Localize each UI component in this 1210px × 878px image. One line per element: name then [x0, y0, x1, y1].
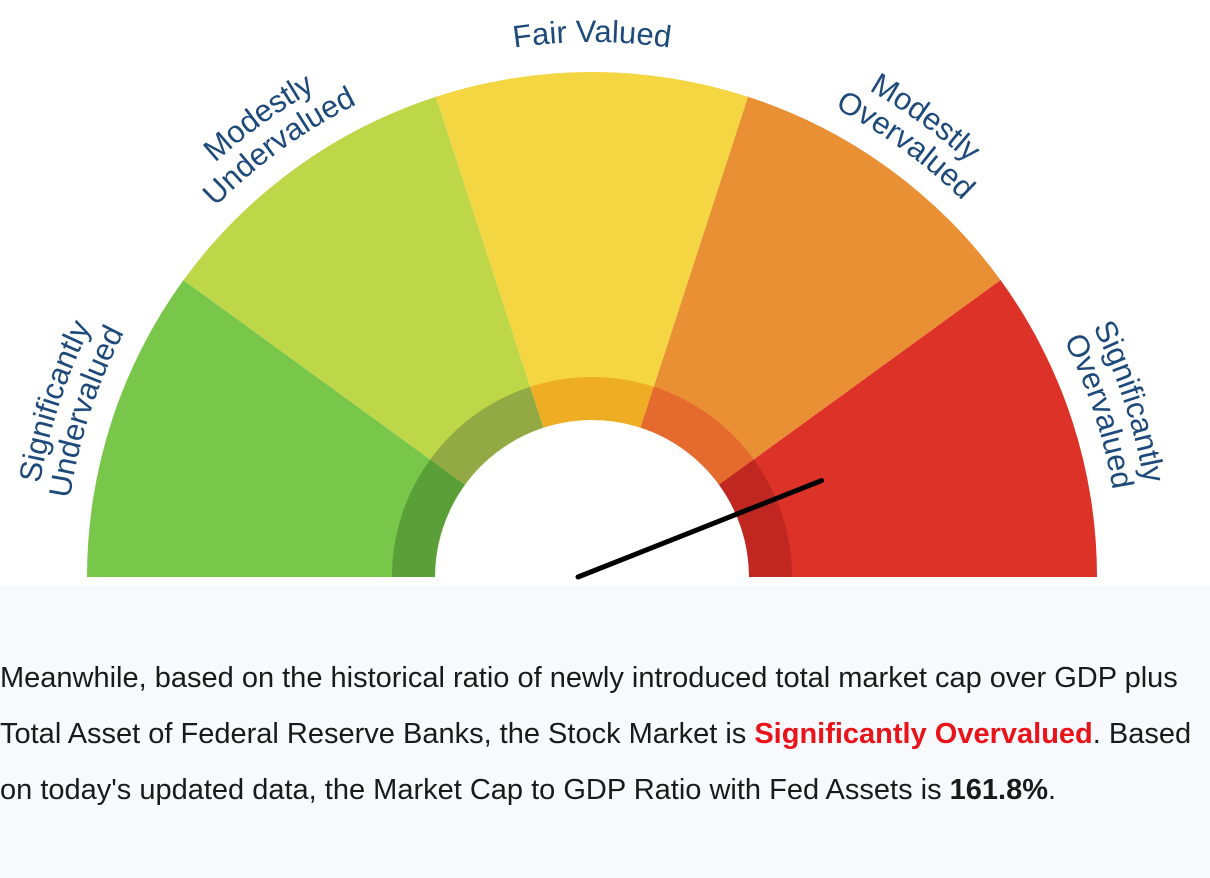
gauge-inner-band [430, 386, 544, 485]
gauge-segment [719, 280, 1097, 577]
valuation-description: Meanwhile, based on the historical ratio… [0, 650, 1200, 818]
gauge-segment-label: Fair Valued [511, 14, 674, 55]
intro-text: Meanwhile, based on the historical ratio… [0, 662, 1178, 750]
valuation-status: Significantly Overvalued [754, 718, 1093, 750]
gauge-inner-band [530, 376, 654, 428]
end-text: . [1047, 774, 1057, 806]
gauge-segment [435, 72, 749, 428]
gauge-svg: SignificantlyUndervaluedModestlyUnderval… [12, 14, 1172, 580]
gauge-inner-band [392, 459, 465, 577]
gauge-needle [575, 478, 825, 580]
gauge-inner-band [640, 386, 754, 485]
ratio-value: 161.8% [949, 774, 1048, 806]
gauge-segment [640, 96, 1001, 485]
gauge-segment [183, 96, 544, 485]
gauge-inner-band [719, 459, 792, 577]
middle-text: . Based on today's updated data, the Mar… [0, 718, 1192, 806]
gauge-segment [87, 280, 465, 577]
valuation-gauge: Significantly Undervalued Modestly Underval… [12, 13, 1172, 580]
